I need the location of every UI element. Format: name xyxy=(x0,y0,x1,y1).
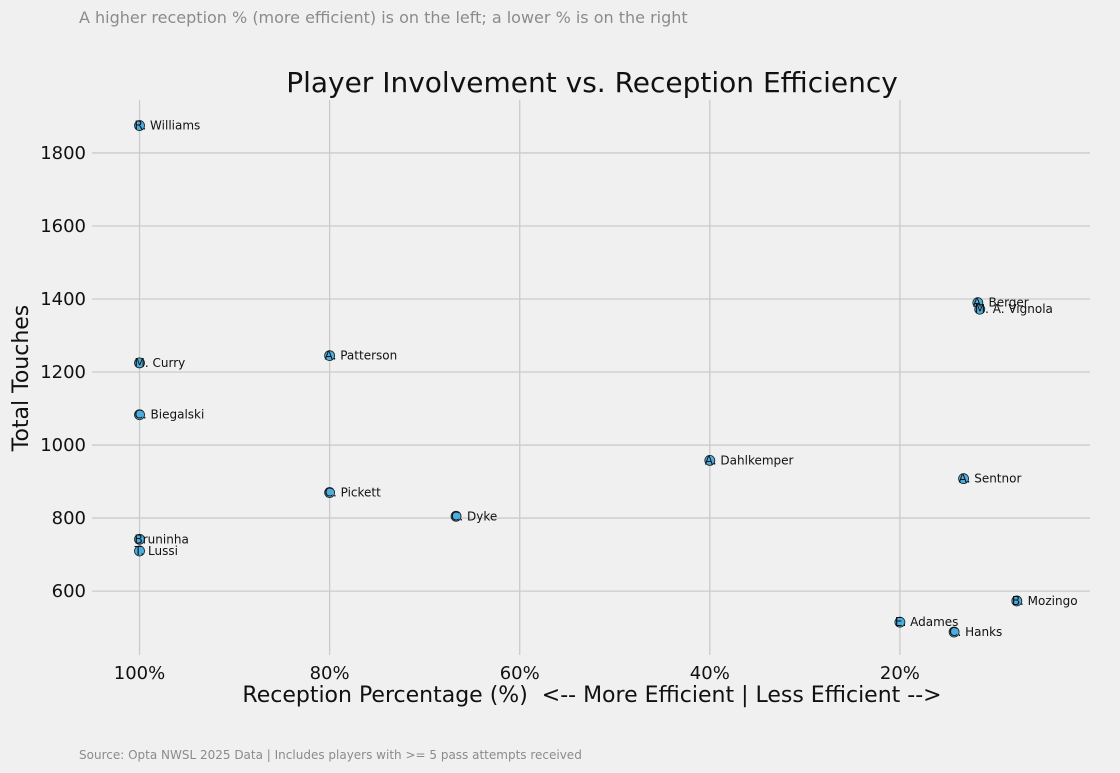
scatter-point xyxy=(134,357,145,369)
point-label: M. Curry xyxy=(135,356,186,370)
point-label: C. Pickett xyxy=(325,486,382,500)
scatter-point xyxy=(134,120,145,131)
y-tick-label: 1000 xyxy=(40,435,86,456)
x-axis-label: Reception Percentage (%) <-- More Effici… xyxy=(242,683,941,708)
scatter-point xyxy=(704,454,716,466)
y-tick-label: 1600 xyxy=(40,216,86,237)
scatter-point xyxy=(974,303,986,315)
data-points xyxy=(134,120,1023,638)
scatter-point xyxy=(324,487,336,498)
y-tick-label: 1200 xyxy=(40,362,86,383)
point-label: T. Lussi xyxy=(134,544,178,558)
point-label: A. Berger xyxy=(973,296,1029,310)
y-tick-label: 600 xyxy=(52,581,86,602)
point-label: B. Mozingo xyxy=(1012,594,1078,608)
grid xyxy=(92,100,1090,655)
point-label: A. Patterson xyxy=(325,349,398,363)
scatter-point xyxy=(450,510,462,522)
point-label: M. A. Vignola xyxy=(975,302,1053,316)
point-label: A. Sentnor xyxy=(959,472,1022,486)
source-note: Source: Opta NWSL 2025 Data | Includes p… xyxy=(79,748,582,762)
y-tick-label: 800 xyxy=(52,508,86,529)
x-tick-label: 80% xyxy=(310,663,350,684)
scatter-point xyxy=(134,545,145,557)
y-tick-label: 1800 xyxy=(40,143,86,164)
scatter-point xyxy=(134,533,145,545)
chart-subtitle: A higher reception % (more efficient) is… xyxy=(79,8,688,27)
y-tick-label: 1400 xyxy=(40,289,86,310)
scatter-point xyxy=(894,616,906,628)
point-label: R. Williams xyxy=(135,119,201,133)
axis-ticks: 100% 80% 60% 40% 20% 600 800 1000 1200 1400 1600 18… xyxy=(40,143,920,684)
chart-title: Player Involvement vs. Reception Efficie… xyxy=(286,66,898,99)
x-tick-label: 100% xyxy=(114,663,165,684)
x-tick-label: 20% xyxy=(880,663,920,684)
scatter-point xyxy=(958,473,969,485)
scatter-point xyxy=(1011,595,1023,607)
scatter-point xyxy=(324,350,336,361)
point-label: C. Dyke xyxy=(451,509,497,523)
point-label: C. Biegalski xyxy=(135,408,205,422)
point-label: A. Dahlkemper xyxy=(705,453,794,467)
scatter-point xyxy=(948,626,960,638)
point-label: Bruninha xyxy=(135,532,189,546)
point-label: E. Adames xyxy=(895,615,959,629)
y-axis-label: Total Touches xyxy=(9,305,34,453)
point-label: C. Hanks xyxy=(949,625,1002,639)
x-tick-label: 40% xyxy=(690,663,730,684)
scatter-point xyxy=(134,409,145,421)
x-tick-label: 60% xyxy=(500,663,540,684)
